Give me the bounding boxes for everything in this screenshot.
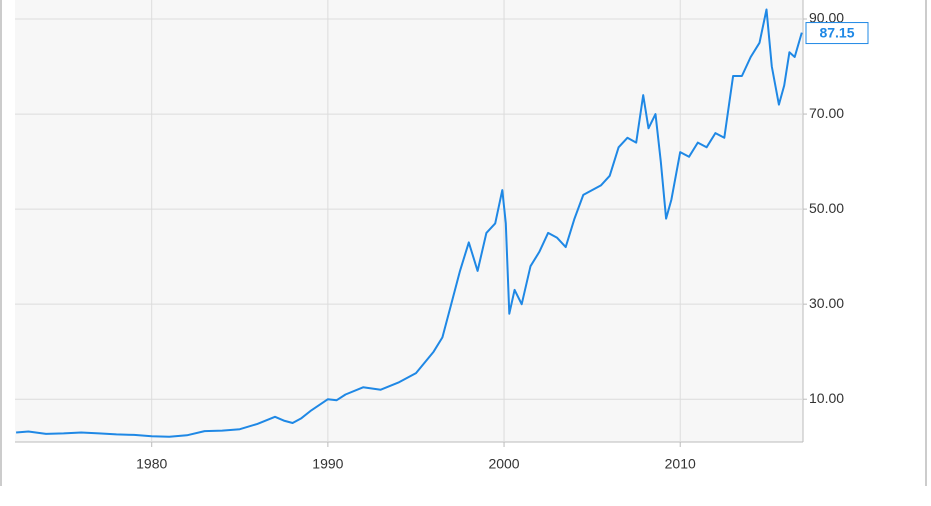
y-tick-label: 10.00 [809,390,844,406]
last-value-box [805,22,869,45]
x-tick-label: 2010 [665,456,696,472]
x-tick-label: 2000 [488,456,519,472]
plot-area [15,0,803,442]
y-tick-label: 30.00 [809,295,844,311]
y-tick-label: 90.00 [809,10,844,26]
last-value-label: 87.15 [819,24,854,40]
price-line [16,8,803,438]
x-tick-label: 1990 [312,456,343,472]
x-tick-label: 1980 [136,456,167,472]
y-tick-label: 70.00 [809,105,844,121]
y-tick-label: 50.00 [809,200,844,216]
